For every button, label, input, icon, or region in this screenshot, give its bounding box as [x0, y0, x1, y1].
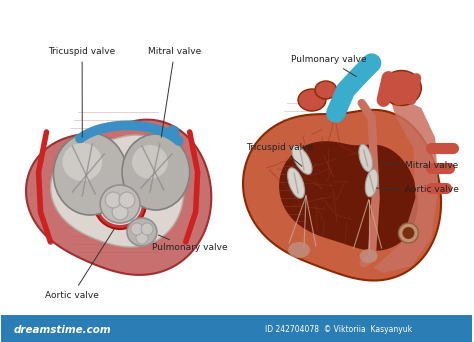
Text: Mitral valve: Mitral valve [148, 48, 201, 137]
Ellipse shape [288, 168, 305, 198]
Text: Tricuspid valve: Tricuspid valve [246, 144, 314, 166]
Text: Aortic valve: Aortic valve [46, 228, 115, 300]
Text: Tricuspid valve: Tricuspid valve [48, 48, 116, 137]
Ellipse shape [359, 144, 373, 172]
Ellipse shape [292, 146, 312, 174]
Ellipse shape [365, 169, 378, 197]
Ellipse shape [105, 192, 121, 208]
Circle shape [167, 126, 179, 138]
FancyBboxPatch shape [1, 315, 472, 342]
Polygon shape [374, 93, 438, 273]
Text: dreamstime.com: dreamstime.com [14, 325, 111, 335]
Text: Pulmonary valve: Pulmonary valve [291, 55, 367, 77]
Polygon shape [279, 141, 418, 251]
Ellipse shape [288, 242, 310, 258]
Ellipse shape [122, 134, 190, 210]
Ellipse shape [315, 81, 337, 99]
Ellipse shape [100, 185, 140, 223]
Ellipse shape [360, 249, 378, 263]
Ellipse shape [298, 89, 326, 111]
Ellipse shape [127, 218, 157, 246]
Circle shape [399, 223, 419, 243]
Circle shape [402, 227, 414, 239]
Polygon shape [51, 135, 184, 247]
Ellipse shape [141, 223, 153, 235]
Ellipse shape [98, 183, 142, 225]
Ellipse shape [54, 133, 127, 215]
Ellipse shape [382, 70, 421, 105]
Polygon shape [26, 120, 211, 275]
Text: Pulmonary valve: Pulmonary valve [152, 235, 228, 252]
Text: Mitral valve: Mitral valve [378, 161, 459, 171]
Ellipse shape [132, 145, 168, 179]
Ellipse shape [94, 179, 146, 229]
Text: Aortic valve: Aortic valve [376, 185, 459, 195]
Ellipse shape [63, 143, 102, 181]
Polygon shape [243, 110, 441, 280]
Ellipse shape [112, 204, 128, 220]
Ellipse shape [119, 192, 135, 208]
Text: ID 242704078  © Viktoriia  Kasyanyuk: ID 242704078 © Viktoriia Kasyanyuk [265, 326, 412, 334]
Ellipse shape [131, 223, 143, 235]
Ellipse shape [136, 232, 148, 244]
